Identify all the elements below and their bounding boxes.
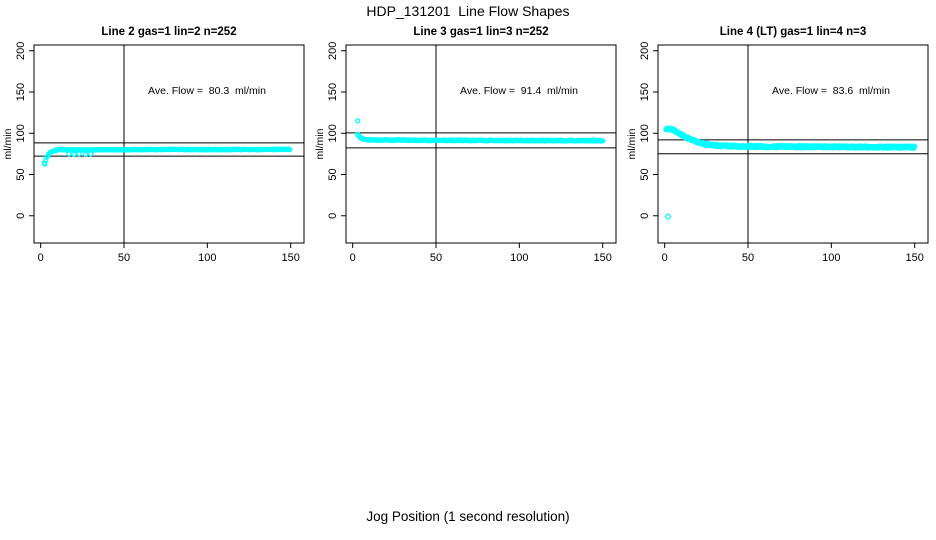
data-point — [600, 138, 606, 144]
panel-2: Line 3 gas=1 lin=3 n=252 0 50 100 150 0 50 100 1… — [314, 26, 617, 264]
plot-box — [33, 44, 305, 244]
panels-row: Line 2 gas=1 lin=2 n=252 0 50 100 150 0 50 100 1… — [2, 26, 929, 264]
y-axis-label: ml/min — [314, 128, 326, 159]
data-point — [911, 143, 918, 150]
outlier-point — [355, 118, 361, 124]
outlier-point — [83, 151, 89, 157]
figure-title: HDP_131201 Line Flow Shapes — [366, 3, 570, 19]
y-tick-label: 200 — [15, 42, 27, 60]
data-point — [287, 146, 293, 153]
y-tick-label: 150 — [639, 83, 651, 101]
panel-1: Line 2 gas=1 lin=2 n=252 0 50 100 150 0 50 100 1… — [2, 26, 305, 264]
x-axis-label: Jog Position (1 second resolution) — [366, 509, 570, 524]
outlier-point — [66, 151, 72, 157]
y-tick-label: 50 — [15, 168, 27, 180]
data-series — [355, 118, 606, 144]
x-tick-label: 50 — [430, 252, 442, 264]
y-tick-label: 200 — [639, 42, 651, 60]
outlier-point — [665, 213, 671, 220]
y-axis-label: ml/min — [626, 128, 638, 159]
y-tick-label: 100 — [639, 124, 651, 142]
ave-flow-annotation: Ave. Flow = 80.3 ml/min — [148, 85, 266, 97]
x-tick-label: 50 — [742, 252, 754, 264]
x-tick-label: 0 — [38, 252, 44, 264]
panel-title: Line 4 (LT) gas=1 lin=4 n=3 — [720, 26, 866, 38]
x-tick-label: 50 — [118, 252, 130, 264]
y-tick-label: 0 — [327, 213, 339, 219]
x-tick-label: 0 — [662, 252, 668, 264]
outlier-point — [41, 160, 47, 166]
y-axis-label: ml/min — [2, 128, 14, 159]
x-tick-label: 150 — [905, 252, 923, 264]
x-tick-label: 100 — [510, 252, 528, 264]
x-tick-label: 100 — [198, 252, 216, 264]
x-tick-label: 0 — [350, 252, 356, 264]
y-tick-label: 0 — [15, 213, 27, 219]
y-tick-label: 0 — [639, 213, 651, 219]
y-tick-label: 200 — [327, 42, 339, 60]
y-tick-label: 100 — [15, 124, 27, 142]
y-tick-label: 50 — [327, 168, 339, 180]
outlier-point — [88, 151, 94, 157]
data-series — [663, 125, 918, 220]
outlier-point — [71, 151, 77, 157]
x-tick-label: 150 — [281, 252, 299, 264]
data-series — [41, 146, 293, 167]
panel-3: Line 4 (LT) gas=1 lin=4 n=3 0 50 100 150 0 50 1… — [626, 26, 929, 264]
panel-title: Line 2 gas=1 lin=2 n=252 — [101, 26, 236, 38]
panel-title: Line 3 gas=1 lin=3 n=252 — [413, 26, 548, 38]
x-tick-label: 100 — [822, 252, 840, 264]
y-tick-label: 150 — [15, 83, 27, 101]
x-tick-label: 150 — [593, 252, 611, 264]
ave-flow-annotation: Ave. Flow = 83.6 ml/min — [772, 85, 890, 97]
y-tick-label: 100 — [327, 124, 339, 142]
y-tick-label: 50 — [639, 168, 651, 180]
y-tick-label: 150 — [327, 83, 339, 101]
plot-box — [657, 44, 929, 244]
plot-box — [345, 44, 617, 244]
outlier-point — [76, 151, 82, 157]
ave-flow-annotation: Ave. Flow = 91.4 ml/min — [460, 85, 578, 97]
